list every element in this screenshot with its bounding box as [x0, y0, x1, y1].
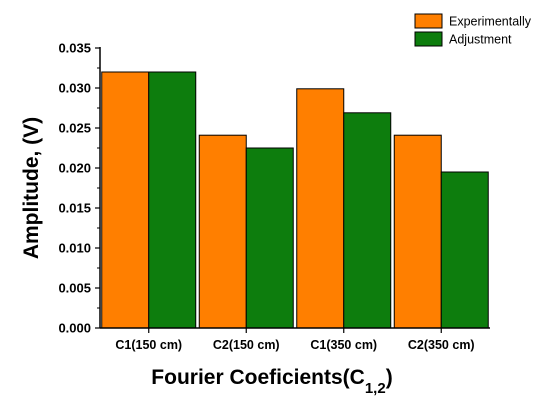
bar-experimentally-2 [198, 134, 247, 329]
legend-label-adjustment: Adjustment [449, 33, 512, 47]
y-tick-label: 0.010 [58, 241, 91, 256]
y-tick-label: 0.020 [58, 161, 91, 176]
legend-label-experimentally: Experimentally [449, 15, 532, 29]
y-tick-label: 0.015 [58, 201, 91, 216]
y-tick-label: 0.000 [58, 321, 91, 336]
legend: Experimentally Adjustment [414, 13, 532, 47]
y-axis-title: Amplitude, (V) [20, 117, 43, 259]
bar-adjustment-2 [245, 147, 294, 329]
bar-experimentally-4 [393, 134, 442, 329]
x-axis-title: Fourier Coeficients(C1,2) [151, 366, 392, 397]
x-axis-title-main: Fourier Coeficients(C [151, 366, 365, 389]
bar-adjustment-1 [148, 71, 197, 329]
bar-adjustment-4 [440, 171, 489, 329]
y-tick-label: 0.025 [58, 121, 91, 136]
bar-experimentally-1 [101, 71, 150, 329]
x-axis: C1(150 cm) C2(150 cm) C1(350 cm) C2(350 cm) [100, 327, 490, 352]
y-tick-label: 0.005 [58, 281, 91, 296]
x-tick-label: C1(150 cm) [115, 338, 182, 352]
bars-group [101, 71, 489, 329]
x-axis-title-subscript: 1,2 [365, 380, 386, 397]
x-tick-label: C2(350 cm) [408, 338, 475, 352]
y-tick-label: 0.030 [58, 81, 91, 96]
y-axis: 0.000 0.005 0.010 0.015 0.020 0.025 0.030 0.035 [58, 41, 101, 336]
x-axis-title-close: ) [386, 366, 393, 389]
x-tick-label: C1(350 cm) [310, 338, 377, 352]
legend-swatch-experimentally [414, 13, 443, 29]
y-tick-label: 0.035 [58, 41, 91, 56]
bar-adjustment-3 [343, 112, 392, 329]
x-tick-label: C2(150 cm) [213, 338, 280, 352]
legend-swatch-adjustment [414, 31, 443, 47]
bar-experimentally-3 [296, 88, 345, 329]
